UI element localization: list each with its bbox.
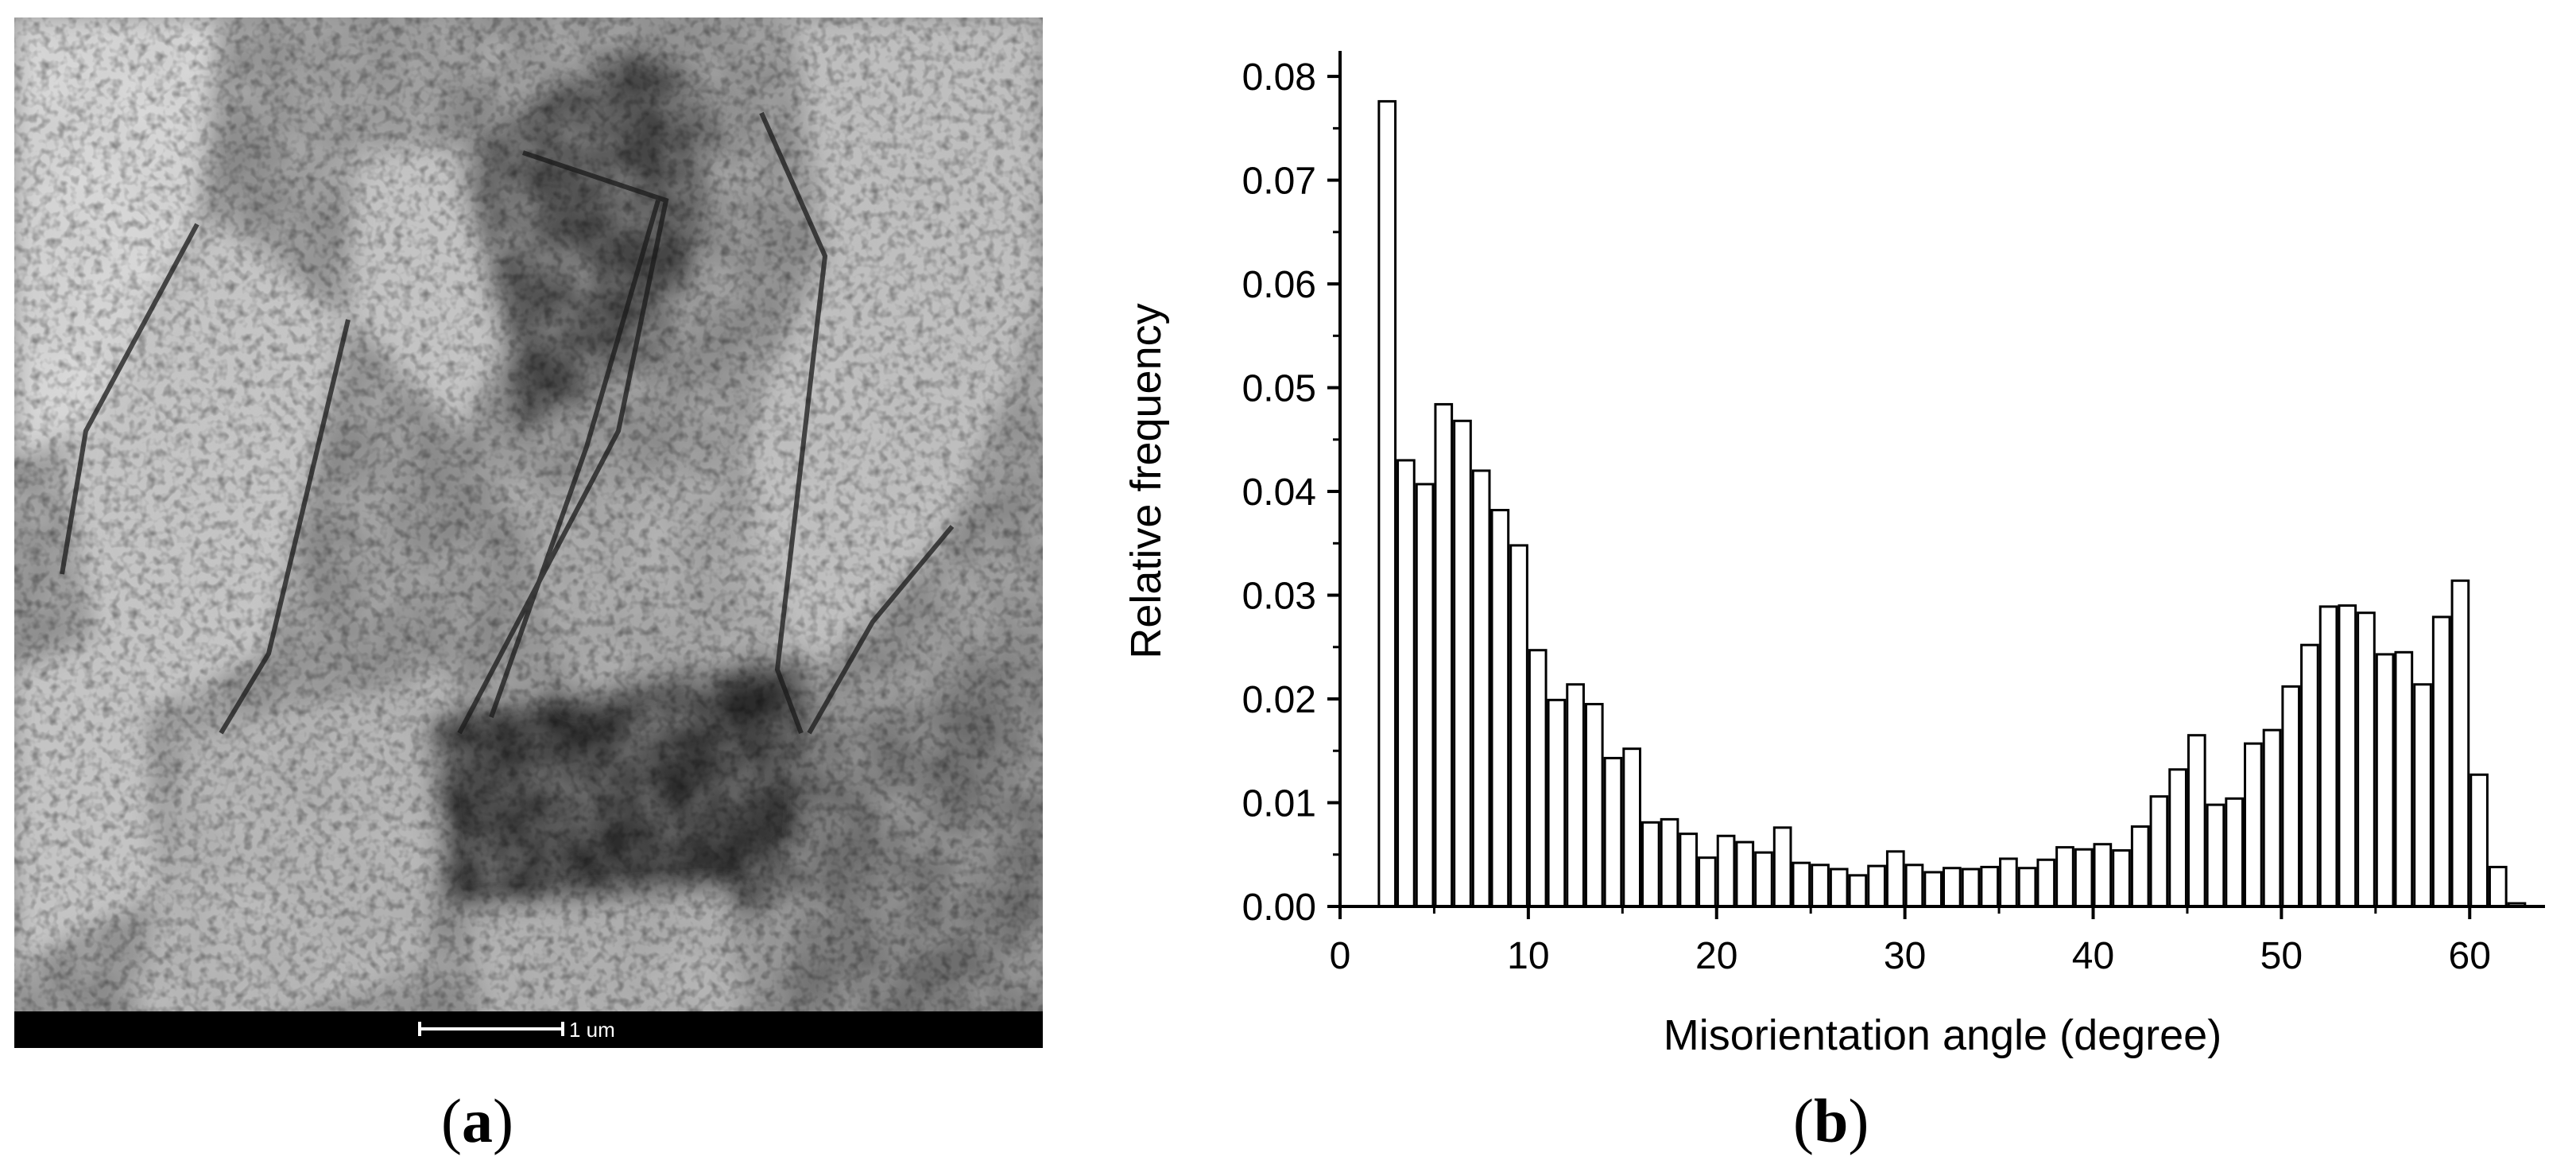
y-tick-label: 0.02 xyxy=(1242,679,1316,721)
y-ticks: 0.00 0.01 0.02 0.03 0.04 0.05 0.06 0.07 0.08 xyxy=(1242,56,1340,929)
bar xyxy=(1584,703,1604,908)
bar-series xyxy=(1377,99,2527,908)
bar xyxy=(2357,611,2376,908)
bar xyxy=(1904,864,1924,908)
bar xyxy=(2074,848,2094,908)
bar xyxy=(1660,817,1679,908)
bar xyxy=(2112,849,2131,908)
bar xyxy=(1811,864,1830,908)
x-tick-label: 0 xyxy=(1330,935,1351,977)
bar xyxy=(1999,857,2018,908)
bar xyxy=(1377,99,1397,908)
tem-micrograph: 1 um xyxy=(14,17,1043,1048)
bar xyxy=(2244,742,2263,908)
bar xyxy=(2469,773,2489,908)
bar xyxy=(2431,615,2451,908)
bar xyxy=(1471,469,1491,908)
bar xyxy=(2394,650,2414,908)
bar xyxy=(1943,867,1962,908)
bar xyxy=(2168,768,2187,908)
bar xyxy=(1679,833,1699,908)
bar xyxy=(2036,858,2056,908)
bar xyxy=(2488,865,2508,908)
x-tick-label: 30 xyxy=(1884,935,1926,977)
x-tick-label: 10 xyxy=(1507,935,1549,977)
bar xyxy=(1641,821,1660,908)
bar xyxy=(2450,579,2470,908)
bar xyxy=(2093,843,2113,908)
x-tick-label: 50 xyxy=(2260,935,2303,977)
y-tick-label: 0.04 xyxy=(1242,472,1316,514)
bar xyxy=(2206,803,2225,908)
bar xyxy=(1396,459,1416,908)
scale-bar-label: 1 um xyxy=(569,1018,615,1042)
bar xyxy=(1547,698,1567,908)
bar xyxy=(2225,797,2244,908)
bar xyxy=(1490,509,1510,908)
y-tick-label: 0.08 xyxy=(1242,56,1316,99)
bar xyxy=(2187,734,2206,908)
bar xyxy=(1754,851,1773,908)
panel-b-label: (b) xyxy=(1793,1086,1869,1155)
bar xyxy=(2017,867,2037,908)
bar xyxy=(1716,834,1736,908)
bar xyxy=(2318,605,2338,908)
bar xyxy=(1885,850,1905,908)
bar xyxy=(1772,826,1792,908)
bar xyxy=(2262,728,2282,908)
bar xyxy=(1980,865,2000,908)
x-tick-label: 40 xyxy=(2072,935,2114,977)
bar xyxy=(1622,747,1641,908)
y-tick-label: 0.00 xyxy=(1242,887,1316,929)
bar xyxy=(1509,544,1528,908)
bar xyxy=(1415,483,1435,908)
y-tick-label: 0.06 xyxy=(1242,264,1316,306)
x-ticks: 0 10 20 30 40 50 60 xyxy=(1330,906,2491,977)
bar xyxy=(1961,867,1981,908)
bar xyxy=(1566,683,1585,908)
bar xyxy=(2055,846,2074,908)
x-tick-label: 60 xyxy=(2449,935,2491,977)
y-tick-label: 0.03 xyxy=(1242,576,1316,618)
y-tick-label: 0.07 xyxy=(1242,161,1316,203)
bar xyxy=(1603,756,1623,908)
bar xyxy=(2300,643,2319,908)
bar xyxy=(2130,825,2150,908)
bar xyxy=(2375,653,2395,908)
bar xyxy=(1735,840,1755,908)
x-tick-label: 20 xyxy=(1695,935,1737,977)
y-tick-label: 0.05 xyxy=(1242,368,1316,410)
bar xyxy=(2281,685,2301,908)
bar xyxy=(1792,861,1811,908)
bar xyxy=(1923,871,1943,908)
bar xyxy=(1453,419,1472,908)
scale-bar-strip: 1 um xyxy=(14,1011,1043,1048)
x-axis-label: Misorientation angle (degree) xyxy=(1664,1011,2222,1059)
bar xyxy=(1829,867,1849,908)
axes xyxy=(1338,51,2545,908)
bar xyxy=(1434,402,1454,908)
bar xyxy=(1698,856,1717,908)
bar xyxy=(2413,683,2432,908)
bar xyxy=(2149,795,2169,908)
bar xyxy=(1528,649,1548,908)
bar xyxy=(2338,604,2357,908)
y-tick-label: 0.01 xyxy=(1242,783,1316,825)
bar xyxy=(1867,864,1886,908)
panel-a-label: (a) xyxy=(441,1086,513,1155)
y-axis-label: Relative frequency xyxy=(1122,303,1170,658)
misorientation-histogram: 0 10 20 30 40 50 60 0.000.010.020.030.040.050.… xyxy=(1122,51,2545,1059)
bar xyxy=(1848,874,1868,908)
